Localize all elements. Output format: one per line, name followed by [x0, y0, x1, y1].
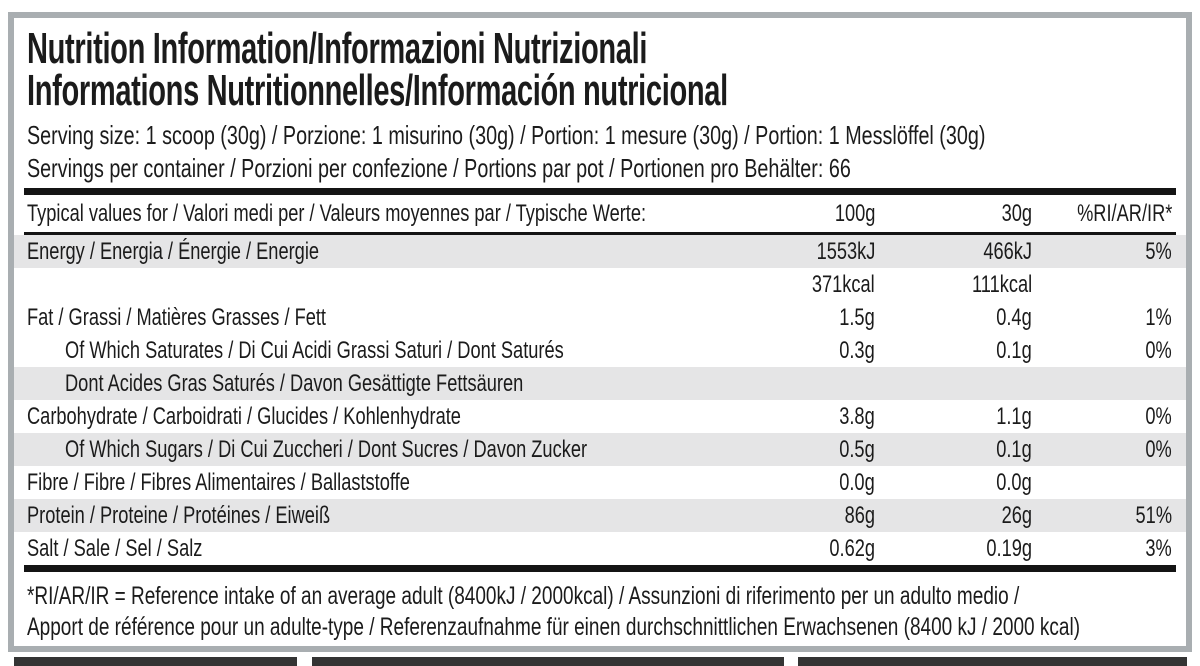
cutoff-bar-segment — [14, 657, 297, 666]
row-label: Fat / Grassi / Matières Grasses / Fett — [27, 304, 327, 331]
row-label: Protein / Proteine / Protéines / Eiweiß — [27, 502, 331, 529]
row-value-30g: 0.1g — [996, 436, 1032, 463]
table-header-30g: 30g — [1001, 200, 1032, 227]
row-fibre: Fibre / Fibre / Fibres Alimentaires / Ba… — [14, 466, 1186, 499]
row-protein: Protein / Proteine / Protéines / Eiweiß … — [14, 499, 1186, 532]
row-label: Of Which Saturates / Di Cui Acidi Grassi… — [65, 337, 564, 364]
label-title-line1: Nutrition Information/Informazioni Nutri… — [27, 24, 648, 73]
row-value-30g: 0.0g — [996, 469, 1032, 496]
row-label: Carbohydrate / Carboidrati / Glucides / … — [27, 403, 461, 430]
row-value-ri: 0% — [1145, 337, 1172, 364]
row-value-100g: 1553kJ — [816, 238, 875, 265]
row-energy-kcal: 371kcal 111kcal — [14, 268, 1186, 301]
divider-header-thin — [24, 232, 1176, 235]
divider-bottom-thick — [24, 565, 1176, 572]
cutoff-bar-segment — [312, 657, 784, 666]
row-label: Fibre / Fibre / Fibres Alimentaires / Ba… — [27, 469, 410, 496]
row-salt: Salt / Sale / Sel / Salz 0.62g 0.19g 3% — [14, 532, 1186, 565]
row-value-100g: 0.3g — [839, 337, 875, 364]
row-value-30g: 111kcal — [971, 271, 1032, 298]
row-value-100g: 3.8g — [839, 403, 875, 430]
row-value-30g — [875, 367, 1032, 400]
serving-size-line: Serving size: 1 scoop (30g) / Porzione: … — [27, 120, 986, 150]
row-value-ri: 0% — [1145, 403, 1172, 430]
table-header-ri: %RI/AR/IR* — [1076, 200, 1172, 227]
row-value-ri — [1032, 466, 1172, 499]
cutoff-bar-segment — [798, 657, 1187, 666]
footnote-line2: Apport de référence pour un adulte-type … — [27, 613, 1081, 641]
row-label: Salt / Sale / Sel / Salz — [27, 535, 203, 562]
row-value-30g: 26g — [1001, 502, 1032, 529]
row-label: Energy / Energia / Énergie / Energie — [27, 238, 320, 265]
row-saturates-continued: Dont Acides Gras Saturés / Davon Gesätti… — [14, 367, 1186, 400]
row-value-ri — [1032, 268, 1172, 301]
label-title-line2: Informations Nutritionnelles/Información… — [27, 66, 728, 115]
row-value-30g: 466kJ — [983, 238, 1032, 265]
table-header-100g: 100g — [834, 200, 875, 227]
row-value-100g: 86g — [844, 502, 875, 529]
table-header-row: Typical values for / Valori medi per / V… — [14, 195, 1186, 232]
row-value-ri: 0% — [1145, 436, 1172, 463]
row-value-ri: 1% — [1145, 304, 1172, 331]
row-label: Dont Acides Gras Saturés / Davon Gesätti… — [65, 370, 524, 397]
row-label — [14, 268, 765, 301]
row-sugars: Of Which Sugars / Di Cui Zuccheri / Dont… — [14, 433, 1186, 466]
footnote: *RI/AR/IR = Reference intake of an avera… — [14, 581, 1186, 643]
row-value-ri: 5% — [1145, 238, 1172, 265]
footnote-line1: *RI/AR/IR = Reference intake of an avera… — [27, 582, 1020, 610]
row-value-ri: 3% — [1145, 535, 1172, 562]
row-label: Of Which Sugars / Di Cui Zuccheri / Dont… — [65, 436, 588, 463]
row-value-ri — [1032, 367, 1172, 400]
row-value-ri: 51% — [1135, 502, 1172, 529]
row-value-100g: 0.5g — [839, 436, 875, 463]
row-value-100g: 0.0g — [839, 469, 875, 496]
table-body: Energy / Energia / Énergie / Energie 155… — [14, 235, 1186, 565]
row-value-100g: 0.62g — [829, 535, 875, 562]
nutrition-label-panel: Nutrition Information/Informazioni Nutri… — [8, 12, 1192, 652]
row-fat: Fat / Grassi / Matières Grasses / Fett 1… — [14, 301, 1186, 334]
row-saturates: Of Which Saturates / Di Cui Acidi Grassi… — [14, 334, 1186, 367]
row-value-30g: 0.4g — [996, 304, 1032, 331]
servings-per-container-line: Servings per container / Porzioni per co… — [27, 153, 851, 183]
divider-top-thick — [24, 188, 1176, 195]
row-value-100g: 1.5g — [839, 304, 875, 331]
table-header-label: Typical values for / Valori medi per / V… — [27, 200, 647, 227]
row-value-100g — [765, 367, 875, 400]
row-value-30g: 0.1g — [996, 337, 1032, 364]
row-carbohydrate: Carbohydrate / Carboidrati / Glucides / … — [14, 400, 1186, 433]
row-energy: Energy / Energia / Énergie / Energie 155… — [14, 235, 1186, 268]
row-value-30g: 0.19g — [986, 535, 1032, 562]
row-value-100g: 371kcal — [812, 271, 875, 298]
row-value-30g: 1.1g — [996, 403, 1032, 430]
